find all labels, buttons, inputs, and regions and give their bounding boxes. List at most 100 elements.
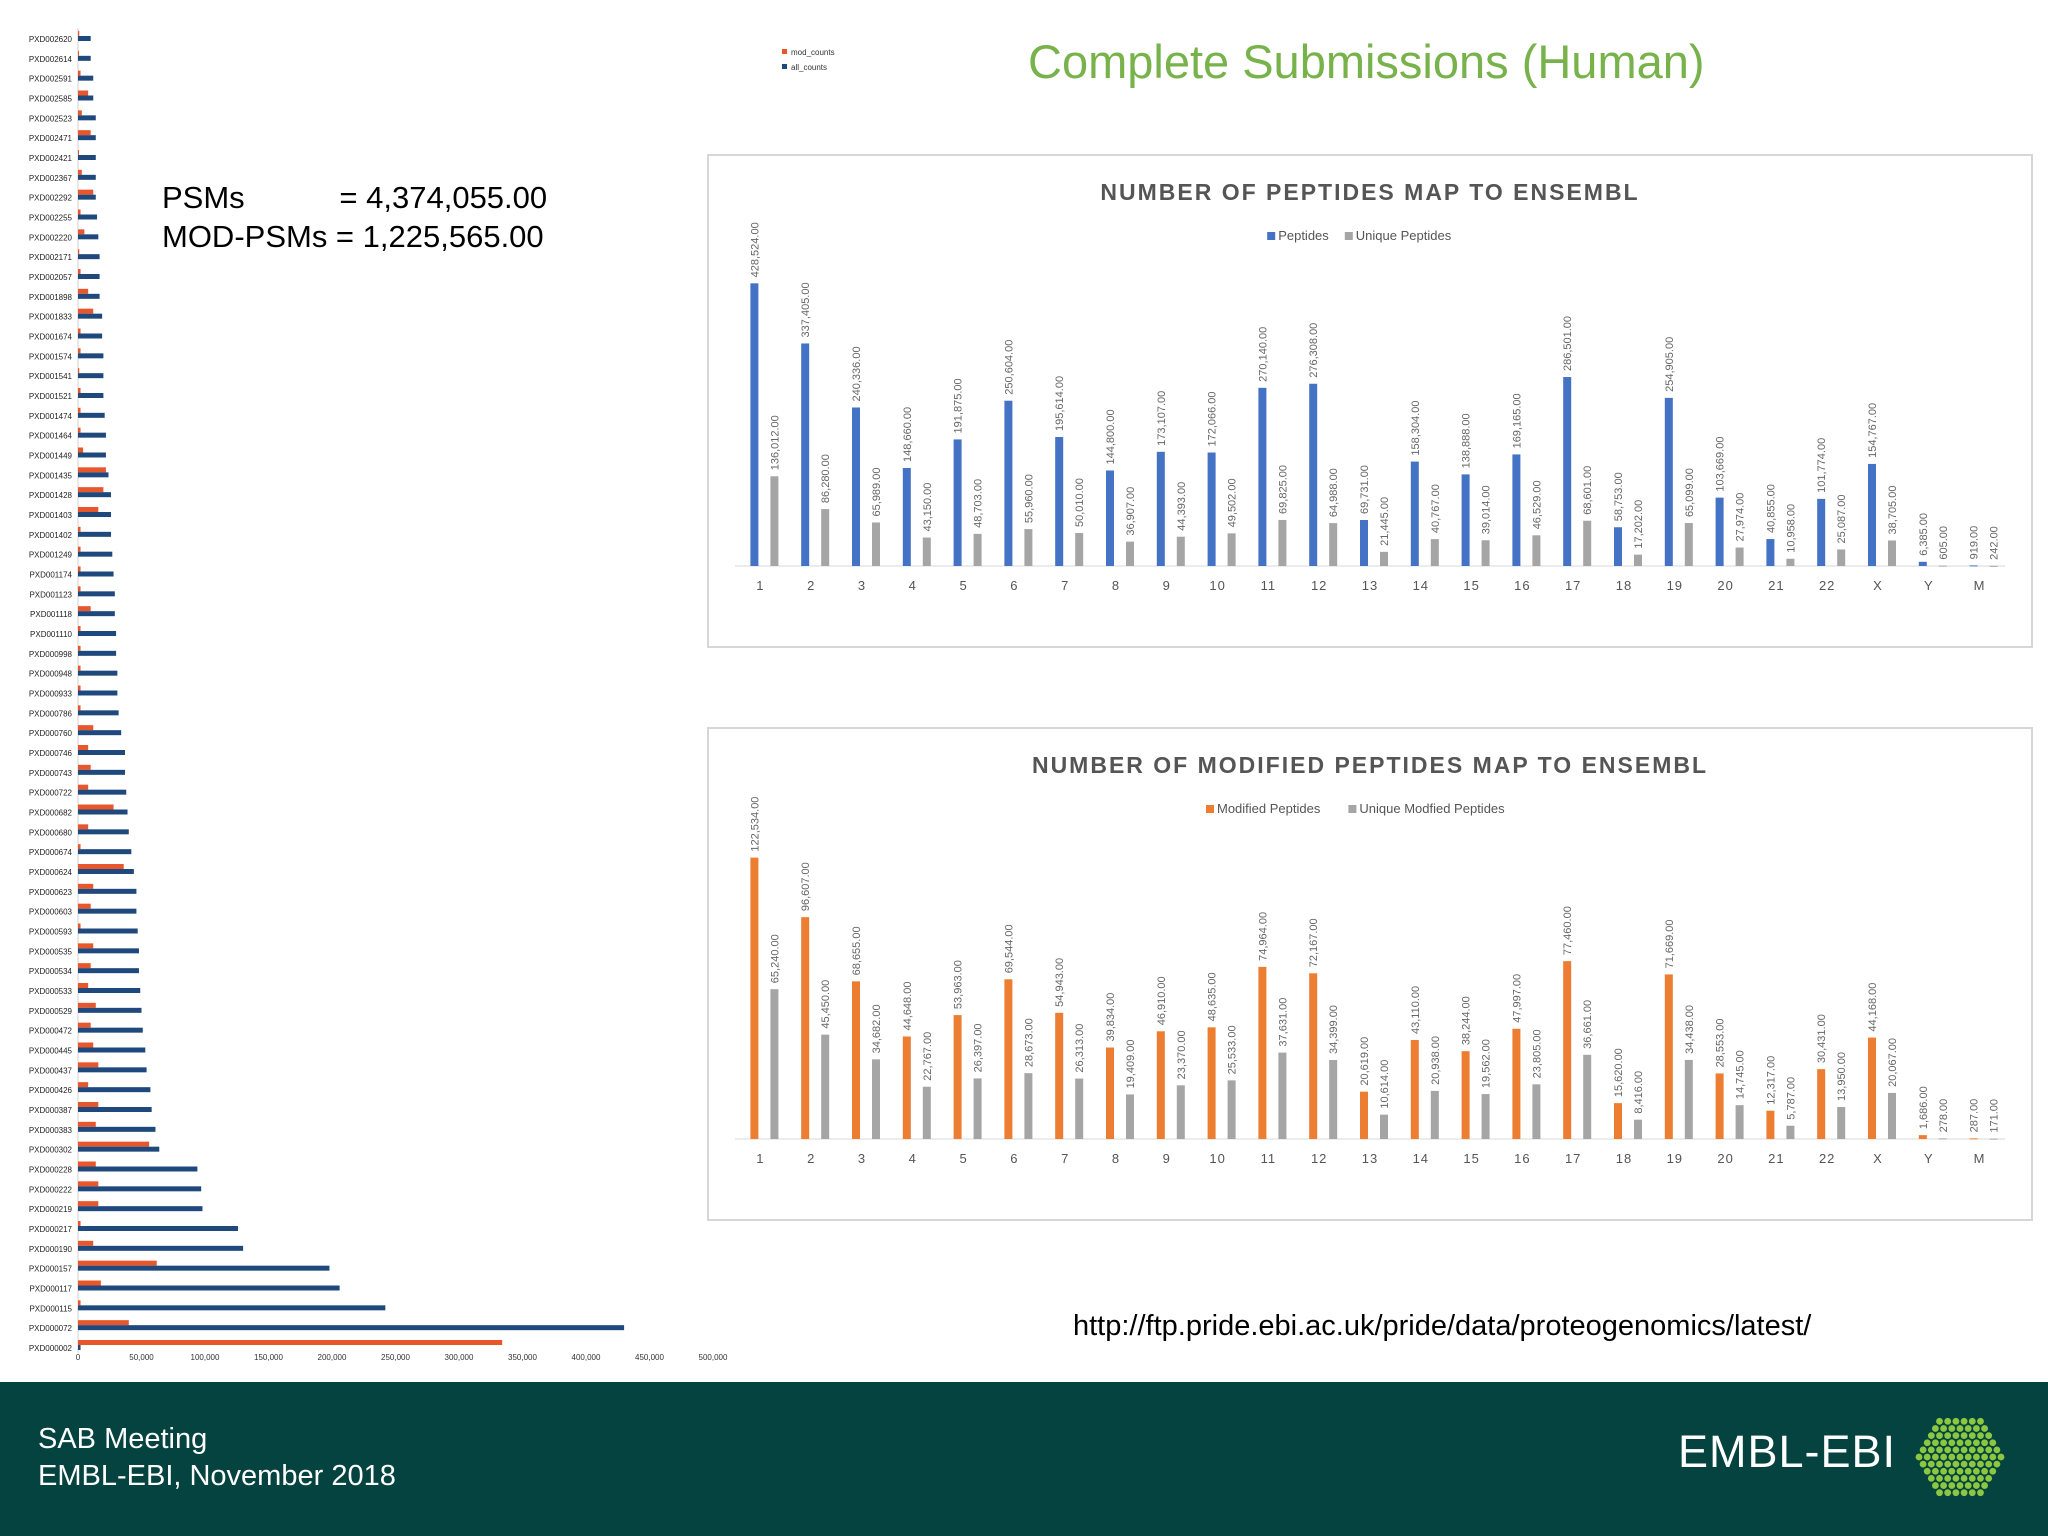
hbar-category-label: PXD002591 <box>29 75 73 84</box>
hbar-mod-bar <box>78 1022 91 1028</box>
hbar-all-bar <box>78 750 125 755</box>
data-label-series-2: 10,958.00 <box>1785 504 1797 553</box>
bar-series-2 <box>1278 1052 1287 1139</box>
data-label-series-2: 605.00 <box>1938 526 1950 560</box>
x-category-label: 20 <box>1717 578 1733 593</box>
bar-series-2 <box>1583 520 1592 566</box>
hbar-all-bar <box>78 631 117 636</box>
hbar-mod-bar <box>78 1280 101 1286</box>
data-label-series-1: 287.00 <box>1969 1099 1981 1133</box>
logo-dot <box>1952 1446 1960 1454</box>
horizontal-bar-chart: PXD002620 PXD002614 PXD002591 PXD002585 PXD0… <box>29 28 728 1362</box>
legend-swatch-series-1 <box>1267 232 1276 240</box>
hbar-category-label: PXD001174 <box>29 571 72 580</box>
bar-series-2 <box>770 476 779 566</box>
data-label-series-2: 13,950.00 <box>1836 1052 1848 1101</box>
hbar-mod-bar <box>78 249 80 255</box>
data-label-series-1: 44,648.00 <box>902 982 914 1031</box>
bar-series-2 <box>1735 547 1744 566</box>
logo-dot <box>1985 1446 1993 1454</box>
bar-series-1 <box>852 407 860 566</box>
hbar-category-label: PXD000472 <box>29 1027 73 1036</box>
data-label-series-2: 26,313.00 <box>1074 1024 1086 1073</box>
x-category-label: 1 <box>756 1151 764 1166</box>
hbar-all-bar <box>78 432 106 438</box>
bar-series-1 <box>1055 436 1064 566</box>
data-label-series-2: 36,661.00 <box>1582 1000 1594 1049</box>
hbar-category-label: PXD001428 <box>29 491 73 500</box>
hbar-category-label: PXD002171 <box>29 253 73 262</box>
hbar-category-label: PXD000998 <box>29 650 73 659</box>
data-label-series-1: 1,686.00 <box>1918 1086 1930 1129</box>
hbar-category-label: PXD001674 <box>29 333 73 342</box>
bar-series-2 <box>1176 536 1185 566</box>
legend-label-series-1: Peptides <box>1278 228 1329 243</box>
hbar-all-bar <box>78 928 138 934</box>
data-label-series-1: 47,997.00 <box>1511 974 1523 1023</box>
hbar-legend-box: mod_counts all_counts <box>782 48 835 72</box>
hbar-all-bar <box>78 1146 160 1152</box>
x-category-label: 15 <box>1463 578 1479 593</box>
hbar-mod-bar <box>78 487 104 493</box>
bar-series-2 <box>922 1086 931 1139</box>
hbar-category-label: PXD002255 <box>29 214 73 223</box>
data-label-series-2: 64,988.00 <box>1328 468 1340 517</box>
peptides-chart-panel: NUMBER OF PEPTIDES MAP TO ENSEMBL Peptide… <box>707 154 2033 648</box>
bar-series-2 <box>1888 540 1896 566</box>
bar-series-2 <box>1227 1080 1236 1139</box>
hbar-mod-bar <box>78 1300 81 1306</box>
legend-label-series-2: Unique Peptides <box>1356 228 1452 243</box>
x-category-label: 17 <box>1565 578 1581 593</box>
hbar-category-label: PXD001474 <box>29 412 73 421</box>
hbar-mod-bar <box>78 725 94 731</box>
bar-series-2 <box>1075 1078 1084 1139</box>
logo-dot <box>1956 1467 1964 1475</box>
logo-dot <box>1981 1453 1988 1461</box>
bar-series-2 <box>1786 1125 1795 1139</box>
hbar-x-tick: 300,000 <box>445 1353 474 1362</box>
data-label-series-1: 144,800.00 <box>1105 409 1117 464</box>
hbar-all-bar <box>78 908 137 914</box>
data-label-series-2: 28,673.00 <box>1023 1018 1035 1067</box>
x-category-label: 5 <box>959 1151 967 1166</box>
legend-swatch-mod-counts <box>782 49 787 54</box>
hbar-category-label: PXD002614 <box>29 55 73 64</box>
data-url[interactable]: http://ftp.pride.ebi.ac.uk/pride/data/pr… <box>1073 1310 1812 1342</box>
bar-series-2 <box>1126 541 1134 566</box>
hbar-mod-bar <box>78 1240 94 1246</box>
legend-swatch-series-2 <box>1344 232 1353 240</box>
logo-dot <box>1993 1446 2001 1454</box>
bar-series-1 <box>1004 400 1013 566</box>
data-label-series-1: 44,168.00 <box>1867 983 1879 1032</box>
data-label-series-2: 27,974.00 <box>1735 493 1747 542</box>
data-label-series-2: 65,099.00 <box>1684 468 1696 517</box>
hbar-mod-bar <box>78 388 81 393</box>
bar-series-1 <box>1969 1138 1978 1140</box>
data-label-series-2: 25,087.00 <box>1836 495 1848 544</box>
data-label-series-2: 278.00 <box>1938 1099 1950 1133</box>
hbar-all-bar <box>78 888 137 894</box>
logo-dot <box>1919 1446 1927 1454</box>
logo-dot <box>1944 1489 1952 1497</box>
logo-dot <box>1948 1467 1956 1475</box>
bar-series-2 <box>821 509 830 566</box>
data-label-series-1: 77,460.00 <box>1562 906 1574 955</box>
legend-swatch-all-counts <box>782 64 787 69</box>
bar-series-1 <box>1868 463 1876 566</box>
hbar-mod-bar <box>78 903 91 909</box>
legend-label-mod-counts: mod_counts <box>791 48 835 57</box>
data-label-series-1: 96,607.00 <box>800 862 812 911</box>
hbar-category-label: PXD000383 <box>29 1126 73 1135</box>
hbar-mod-bar <box>78 566 81 572</box>
logo-dot <box>1960 1417 1968 1425</box>
legend-swatch-series-2 <box>1348 805 1357 813</box>
logo-dot <box>1973 1482 1980 1489</box>
x-category-label: 18 <box>1616 578 1632 593</box>
data-label-series-1: 286,501.00 <box>1562 316 1574 371</box>
bar-series-1 <box>1715 1073 1724 1139</box>
x-category-label: 4 <box>909 1151 917 1166</box>
hbar-category-label: PXD001898 <box>29 293 73 302</box>
hbar-mod-bar <box>78 546 81 552</box>
bar-series-1 <box>1766 1110 1775 1139</box>
hbar-all-bar <box>78 512 112 517</box>
